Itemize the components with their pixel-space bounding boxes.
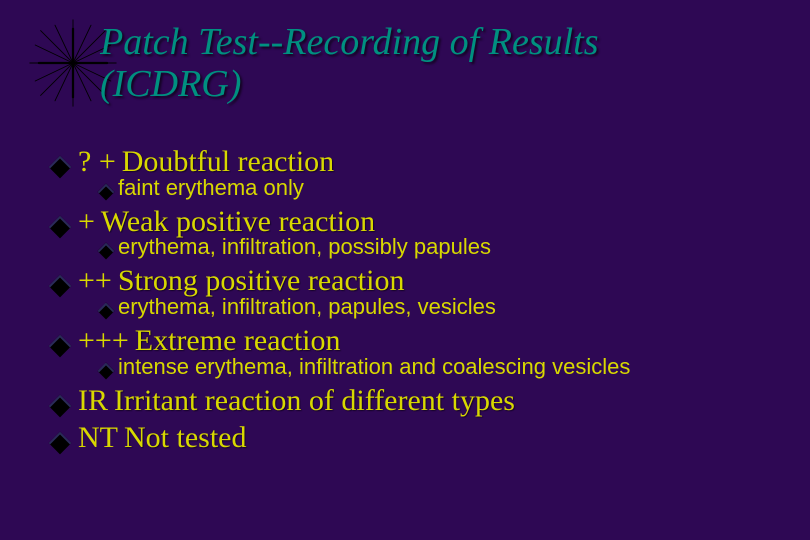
item-sub: faint erythema only — [118, 176, 304, 200]
item-sub: erythema, infiltration, papules, vesicle… — [118, 295, 496, 319]
diamond-icon — [100, 245, 112, 257]
diamond-icon — [52, 278, 68, 294]
slide-title: Patch Test--Recording of Results (ICDRG) — [100, 22, 770, 106]
diamond-icon — [100, 186, 112, 198]
list-item: IR Irritant reaction of different types — [52, 385, 790, 417]
diamond-icon — [100, 305, 112, 317]
item-code: ? + — [78, 146, 116, 178]
list-subitem: faint erythema only — [100, 176, 790, 200]
diamond-icon — [52, 435, 68, 451]
item-code: + — [78, 206, 95, 238]
item-label: Not tested — [124, 422, 246, 454]
list-item: ++ Strong positive reaction — [52, 265, 790, 297]
item-code: IR — [78, 385, 108, 417]
item-code: NT — [78, 422, 118, 454]
list-item: NT Not tested — [52, 422, 790, 454]
diamond-icon — [52, 219, 68, 235]
list-item: +++ Extreme reaction — [52, 325, 790, 357]
item-sub: intense erythema, infiltration and coale… — [118, 355, 630, 379]
item-label: Extreme reaction — [135, 325, 341, 357]
title-line-2: (ICDRG) — [100, 64, 770, 106]
diamond-icon — [100, 365, 112, 377]
item-code: ++ — [78, 265, 112, 297]
list-subitem: intense erythema, infiltration and coale… — [100, 355, 790, 379]
list-subitem: erythema, infiltration, possibly papules — [100, 235, 790, 259]
diamond-icon — [52, 338, 68, 354]
list-item: + Weak positive reaction — [52, 206, 790, 238]
diamond-icon — [52, 159, 68, 175]
item-label: Doubtful reaction — [122, 146, 334, 178]
content-list: ? + Doubtful reaction faint erythema onl… — [52, 140, 790, 454]
title-line-1: Patch Test--Recording of Results — [100, 22, 770, 64]
list-item: ? + Doubtful reaction — [52, 146, 790, 178]
item-code: +++ — [78, 325, 129, 357]
diamond-icon — [52, 398, 68, 414]
list-subitem: erythema, infiltration, papules, vesicle… — [100, 295, 790, 319]
item-label: Strong positive reaction — [118, 265, 405, 297]
item-label: Weak positive reaction — [101, 206, 375, 238]
item-sub: erythema, infiltration, possibly papules — [118, 235, 491, 259]
item-label: Irritant reaction of different types — [114, 385, 515, 417]
